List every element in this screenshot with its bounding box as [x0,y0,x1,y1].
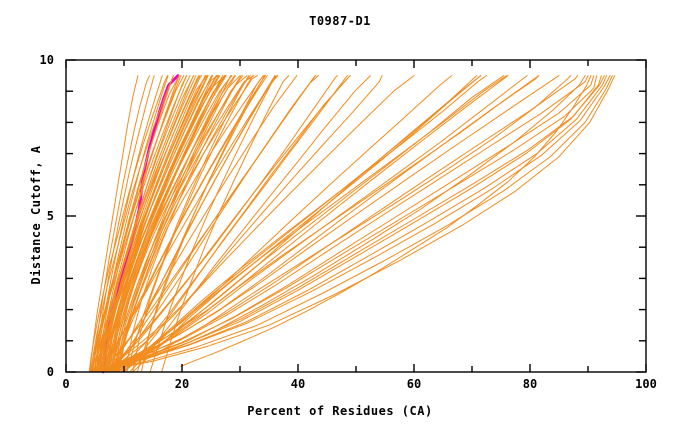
x-tick-label: 40 [290,377,306,391]
y-tick-label: 0 [46,365,54,379]
background-curve [136,75,264,373]
background-curve [100,75,586,373]
background-curve [97,75,169,373]
background-curve [100,75,208,373]
background-curve [99,75,218,373]
background-curve [100,75,225,373]
y-tick-label: 10 [39,53,54,67]
background-curve [132,75,254,373]
background-curve [107,75,383,373]
page-title: T0987-D1 [309,14,371,28]
background-curve [100,75,415,373]
x-tick-label: 20 [174,377,190,391]
background-curve [99,75,509,373]
background-curve [117,75,487,373]
background-curve [97,75,191,373]
background-curve [94,75,613,373]
background-curve [149,75,279,373]
background-curve [124,75,242,373]
background-curve [95,75,589,373]
background-curve [90,75,174,373]
background-curve [88,75,168,373]
series-layer [88,74,616,374]
background-curve [123,75,478,373]
x-axis-label: Percent of Residues (CA) [247,404,433,418]
background-curve [116,75,236,373]
x-tick-label: 80 [522,377,538,391]
background-curve [132,75,482,373]
background-curve [91,75,182,373]
background-curve [103,75,572,373]
background-curve [109,75,241,373]
y-tick-label: 5 [46,209,54,223]
background-curve [114,75,528,373]
background-curve [93,75,197,373]
background-curve [99,75,595,373]
background-curve [92,75,214,373]
background-curve [93,75,605,373]
background-curve [102,75,200,373]
axes-layer [65,59,647,373]
background-curve [106,75,236,373]
x-tick-label: 0 [62,377,70,391]
background-curve [89,75,139,373]
background-curve [126,75,250,373]
background-curve [113,75,232,373]
background-curve [97,75,560,373]
background-curve [108,75,233,373]
background-curve [97,75,279,373]
background-curve [102,75,338,373]
background-curve [96,75,207,373]
background-curve [99,75,316,373]
background-curve [109,75,224,373]
x-tick-label: 100 [635,377,657,391]
background-curve [129,75,371,373]
background-curve [96,75,195,373]
background-curve [114,75,258,373]
background-curve [94,75,226,373]
background-curve [91,75,220,373]
x-tick-label: 60 [406,377,422,391]
background-curve [180,75,592,367]
background-curve [122,75,351,373]
background-curve [120,75,505,373]
